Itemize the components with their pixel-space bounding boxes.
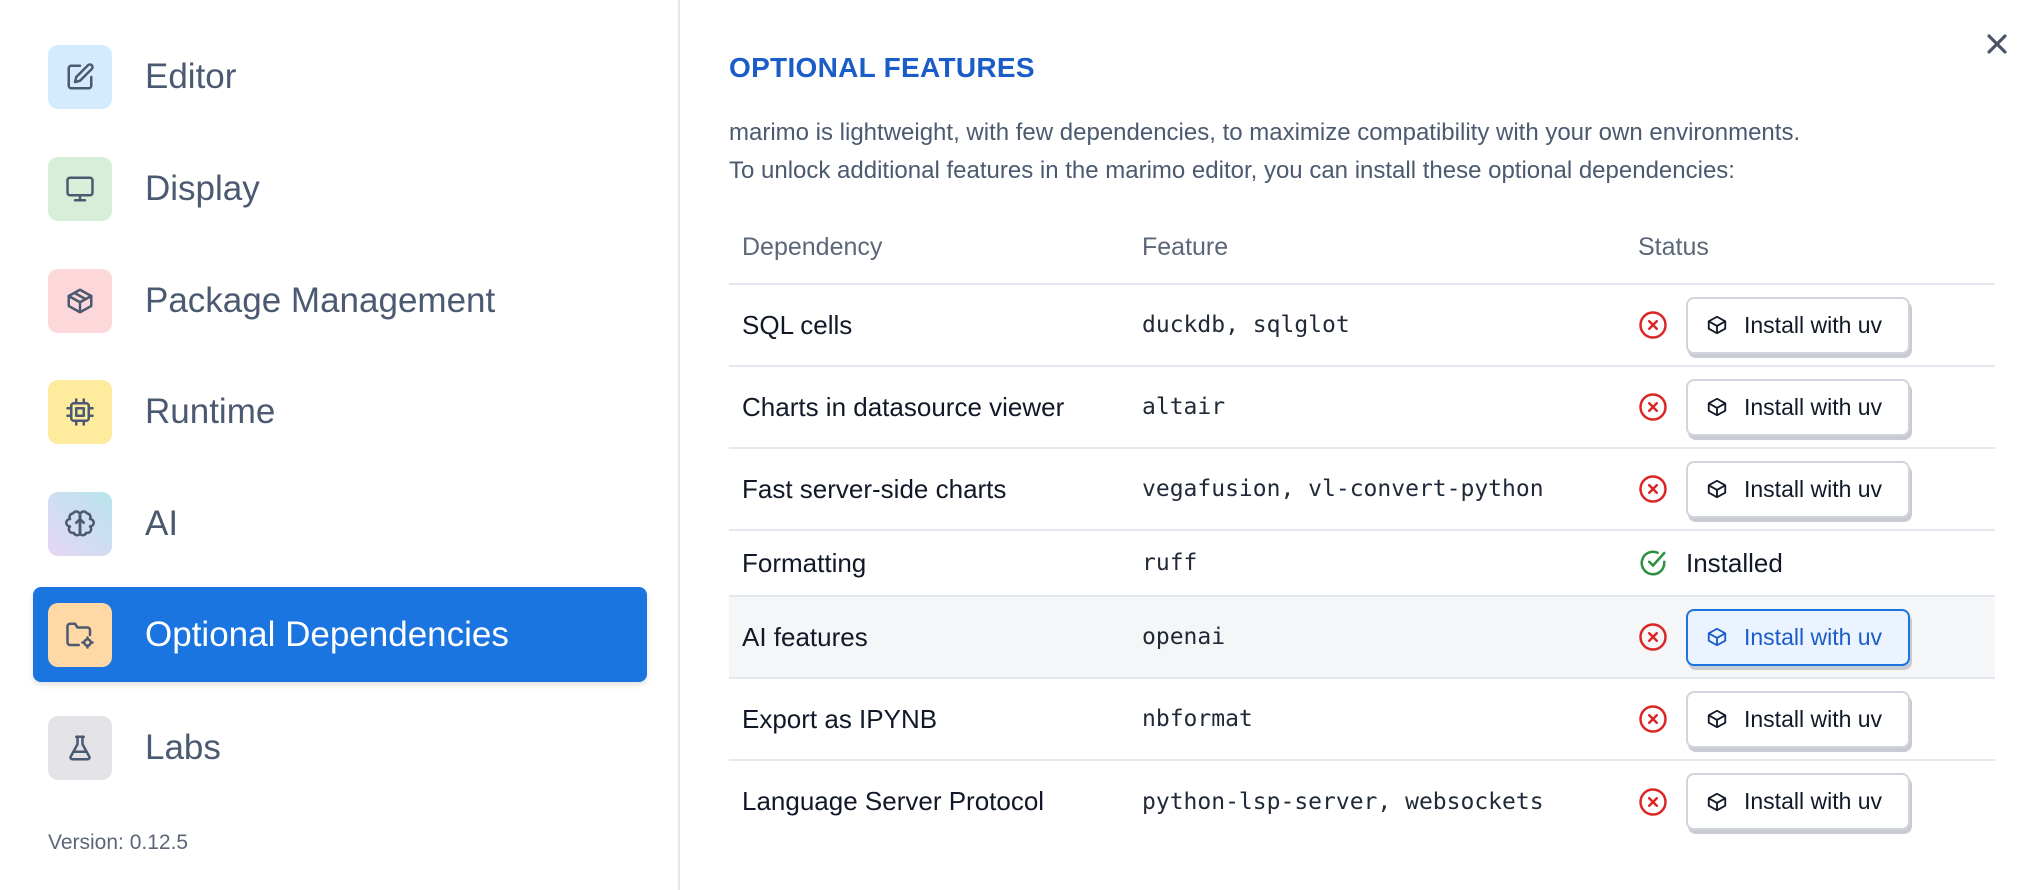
description-line: To unlock additional features in the mar… bbox=[729, 157, 1735, 184]
table-row: Language Server Protocol python-lsp-serve… bbox=[729, 760, 1995, 842]
flask-icon bbox=[48, 715, 112, 780]
button-label: Install with uv bbox=[1744, 393, 1883, 420]
page-title: OPTIONAL FEATURES bbox=[729, 52, 1035, 83]
status-cell: Install with uv bbox=[1638, 296, 1995, 354]
dependency-cell: AI features bbox=[729, 596, 1129, 679]
pencil-square-icon bbox=[48, 44, 112, 109]
install-with-uv-button[interactable]: Install with uv bbox=[1686, 378, 1910, 436]
x-circle-icon bbox=[1638, 787, 1668, 817]
status-cell: Install with uv bbox=[1638, 460, 1995, 518]
package-icon bbox=[1707, 627, 1727, 647]
feature-cell: duckdb, sqlglot bbox=[1129, 284, 1625, 367]
package-icon bbox=[1707, 709, 1727, 729]
version-text: Version: 0.12.5 bbox=[48, 831, 189, 854]
button-label: Install with uv bbox=[1744, 475, 1883, 502]
sidebar-item-display[interactable]: Display bbox=[33, 141, 647, 236]
folder-cog-icon bbox=[48, 602, 112, 667]
description: marimo is lightweight, with few dependen… bbox=[729, 114, 1800, 190]
status-column-cell: Installed bbox=[1625, 530, 1995, 597]
sidebar-item-label: Package Management bbox=[145, 280, 496, 320]
feature-cell: openai bbox=[1129, 596, 1625, 679]
sidebar-item-optional-dependencies[interactable]: Optional Dependencies bbox=[33, 587, 647, 682]
status-column-cell: Install with uv bbox=[1625, 284, 1995, 367]
sidebar-item-ai[interactable]: AI bbox=[33, 476, 647, 571]
feature-cell: python-lsp-server, websockets bbox=[1142, 788, 1544, 815]
cpu-icon bbox=[48, 379, 112, 444]
package-icon bbox=[1707, 315, 1727, 335]
description-line: marimo is lightweight, with few dependen… bbox=[729, 119, 1801, 146]
sidebar-item-label: AI bbox=[145, 503, 179, 543]
status-cell: Install with uv bbox=[1638, 773, 1995, 830]
package-icon bbox=[48, 268, 112, 333]
dependency-cell: Formatting bbox=[729, 530, 1129, 597]
sidebar-item-label: Editor bbox=[145, 56, 237, 96]
table-row: Formatting ruff Installed bbox=[729, 530, 1995, 597]
status-column-cell: Install with uv bbox=[1625, 366, 1995, 449]
status-cell: Install with uv bbox=[1638, 378, 1995, 436]
feature-cell: nbformat bbox=[1129, 678, 1625, 761]
table-row: Fast server-side charts vegafusion, vl-co… bbox=[729, 448, 1995, 531]
table-row: SQL cells duckdb, sqlglot Install with uv bbox=[729, 284, 1995, 367]
x-circle-icon bbox=[1638, 622, 1668, 652]
optional-features-panel: OPTIONAL FEATURES marimo is lightweight,… bbox=[729, 0, 2042, 890]
button-label: Install with uv bbox=[1744, 623, 1883, 650]
close-button[interactable] bbox=[1981, 28, 2013, 60]
check-circle-icon bbox=[1638, 548, 1668, 578]
package-icon bbox=[1707, 397, 1727, 417]
install-with-uv-button[interactable]: Install with uv bbox=[1686, 690, 1910, 748]
status-cell: Install with uv bbox=[1638, 608, 1995, 666]
table-row: Charts in datasource viewer altair Install… bbox=[729, 366, 1995, 449]
settings-sidebar: Editor Display Package Management Runtim… bbox=[0, 0, 680, 890]
feature-cell: vegafusion, vl-convert-python bbox=[1129, 448, 1625, 531]
package-icon bbox=[1707, 792, 1727, 811]
dependency-cell: Fast server-side charts bbox=[729, 448, 1129, 531]
install-with-uv-button[interactable]: Install with uv bbox=[1686, 460, 1910, 518]
sidebar-item-label: Runtime bbox=[145, 391, 276, 431]
install-with-uv-button[interactable]: Install with uv bbox=[1686, 773, 1910, 830]
sidebar-item-label: Labs bbox=[145, 727, 221, 767]
dependency-cell: SQL cells bbox=[729, 284, 1129, 367]
dependency-cell: Export as IPYNB bbox=[729, 678, 1129, 761]
brain-icon bbox=[48, 491, 112, 556]
status-column-cell: Install with uv bbox=[1625, 596, 1995, 679]
table-row: Export as IPYNB nbformat Install with uv bbox=[729, 678, 1995, 761]
feature-cell: altair bbox=[1129, 366, 1625, 449]
button-label: Install with uv bbox=[1744, 705, 1883, 732]
button-label: Install with uv bbox=[1744, 311, 1883, 338]
sidebar-item-runtime[interactable]: Runtime bbox=[33, 364, 647, 459]
package-icon bbox=[1707, 479, 1727, 499]
x-circle-icon bbox=[1638, 392, 1668, 422]
sidebar-item-label: Display bbox=[145, 168, 260, 208]
status-column-cell: Install with uv bbox=[1625, 678, 1995, 761]
status-cell: Install with uv bbox=[1638, 690, 1995, 748]
column-header-feature: Feature bbox=[1129, 212, 1625, 285]
dependency-cell: Language Server Protocol bbox=[742, 786, 1045, 816]
x-circle-icon bbox=[1638, 704, 1668, 734]
button-label: Install with uv bbox=[1744, 788, 1883, 814]
status-column-cell: Install with uv bbox=[1625, 760, 1995, 842]
sidebar-item-package-management[interactable]: Package Management bbox=[33, 253, 647, 348]
status-column-cell: Install with uv bbox=[1625, 448, 1995, 531]
feature-cell: ruff bbox=[1129, 530, 1625, 597]
x-circle-icon bbox=[1638, 474, 1668, 504]
install-with-uv-button[interactable]: Install with uv bbox=[1686, 296, 1910, 354]
install-with-uv-button[interactable]: Install with uv bbox=[1686, 608, 1910, 666]
sidebar-item-label: Optional Dependencies bbox=[145, 614, 509, 654]
x-circle-icon bbox=[1638, 310, 1668, 340]
installed-label: Installed bbox=[1686, 547, 1783, 578]
monitor-icon bbox=[48, 156, 112, 221]
status-cell: Installed bbox=[1638, 548, 1995, 579]
dependency-cell: Charts in datasource viewer bbox=[729, 366, 1129, 449]
table-row: AI features openai Install with uv bbox=[729, 596, 1995, 679]
column-header-dependency: Dependency bbox=[729, 212, 1129, 285]
column-header-status: Status bbox=[1625, 212, 1995, 285]
sidebar-item-labs[interactable]: Labs bbox=[33, 700, 647, 795]
sidebar-item-editor[interactable]: Editor bbox=[33, 29, 647, 124]
close-icon bbox=[1987, 34, 2007, 54]
dependencies-table: Dependency Feature Status SQL cells duckd… bbox=[729, 212, 1995, 842]
